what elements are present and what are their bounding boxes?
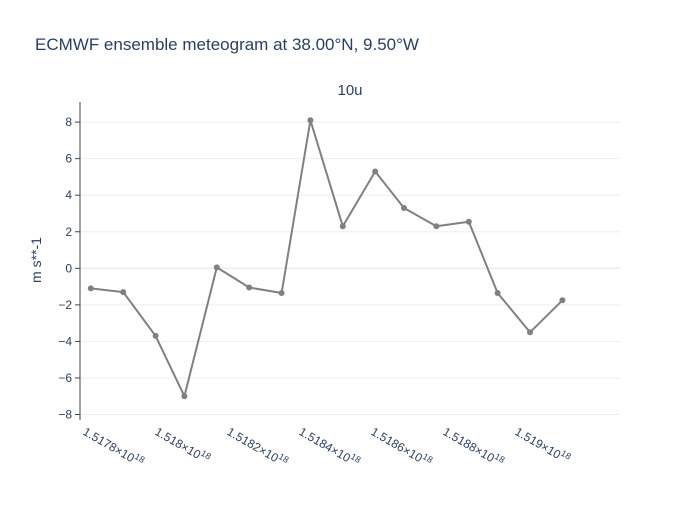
x-tick-label: 1.519×1018 bbox=[513, 423, 573, 467]
x-tick-label: 1.5184×1018 bbox=[297, 423, 363, 470]
y-tick-label: −2 bbox=[58, 298, 72, 312]
data-point[interactable] bbox=[372, 168, 379, 175]
series-line bbox=[90, 119, 564, 398]
x-tick-mantissa: 1.5182 bbox=[225, 424, 264, 455]
x-tick-exponent: 18 bbox=[493, 451, 507, 465]
y-tick-label: 6 bbox=[65, 152, 72, 166]
y-tick-label: −8 bbox=[58, 408, 72, 422]
subplot-title: 10u bbox=[337, 82, 362, 99]
x-tick-label: 1.5186×1018 bbox=[369, 423, 435, 470]
x-tick-exponent: 18 bbox=[199, 448, 213, 462]
x-tick-exponent: 18 bbox=[349, 451, 363, 465]
chart-title: ECMWF ensemble meteogram at 38.00°N, 9.5… bbox=[35, 35, 419, 54]
data-point[interactable] bbox=[433, 223, 440, 230]
data-point[interactable] bbox=[278, 289, 285, 296]
data-point[interactable] bbox=[527, 329, 533, 336]
data-point[interactable] bbox=[213, 264, 220, 271]
series-layer bbox=[87, 117, 566, 400]
y-tick-label: 0 bbox=[65, 261, 72, 275]
data-point[interactable] bbox=[307, 117, 314, 124]
y-tick-label: 2 bbox=[65, 225, 72, 239]
x-tick-mantissa: 1.5186 bbox=[369, 424, 408, 455]
grid-lines bbox=[80, 121, 620, 416]
data-point[interactable] bbox=[152, 332, 159, 339]
x-tick-mantissa: 1.5188 bbox=[441, 424, 480, 455]
y-tick-label: 4 bbox=[65, 188, 72, 202]
data-point[interactable] bbox=[87, 285, 94, 292]
x-tick-exponent: 18 bbox=[277, 451, 291, 465]
x-tick-label: 1.518×1018 bbox=[153, 423, 213, 467]
data-point[interactable] bbox=[181, 393, 188, 400]
data-point[interactable] bbox=[246, 284, 253, 291]
axes bbox=[75, 102, 81, 420]
data-point[interactable] bbox=[120, 289, 127, 296]
y-tick-label: −4 bbox=[58, 334, 72, 348]
x-tick-label: 1.5188×1018 bbox=[441, 423, 507, 470]
x-tick-exponent: 18 bbox=[133, 451, 147, 465]
x-tick-mantissa: 1.5178 bbox=[81, 424, 120, 455]
y-axis-title: m s**-1 bbox=[28, 237, 44, 283]
y-tick-label: 8 bbox=[65, 115, 72, 129]
x-tick-label: 1.5178×1018 bbox=[81, 423, 147, 470]
data-point[interactable] bbox=[465, 218, 472, 225]
x-tick-label: 1.5182×1018 bbox=[225, 423, 291, 470]
data-point[interactable] bbox=[339, 223, 346, 230]
data-point[interactable] bbox=[494, 289, 501, 296]
x-tick-mantissa: 1.5184 bbox=[297, 424, 336, 455]
x-tick-exponent: 18 bbox=[421, 451, 435, 465]
x-tick-exponent: 18 bbox=[559, 448, 573, 462]
data-point[interactable] bbox=[559, 297, 566, 304]
data-point[interactable] bbox=[401, 205, 407, 211]
y-tick-label: −6 bbox=[58, 371, 72, 385]
